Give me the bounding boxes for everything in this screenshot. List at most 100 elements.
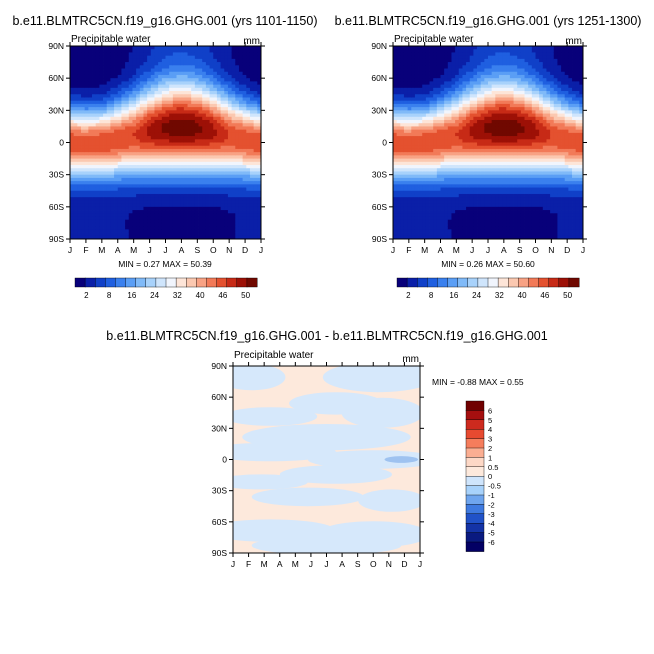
heatmap-cell xyxy=(147,177,152,182)
heatmap-cell xyxy=(202,142,207,147)
heatmap-cell xyxy=(180,219,185,224)
heatmap-cell xyxy=(191,200,196,205)
heatmap-cell xyxy=(473,136,478,140)
heatmap-cell xyxy=(249,219,255,224)
heatmap-cell xyxy=(393,78,398,82)
heatmap-cell xyxy=(73,58,78,63)
heatmap-cell xyxy=(422,71,427,76)
heatmap-cell xyxy=(473,123,478,127)
heatmap-cell xyxy=(429,52,434,57)
heatmap-cell xyxy=(180,165,185,169)
heatmap-cell xyxy=(224,81,229,85)
heatmap-cell xyxy=(227,235,233,239)
heatmap-cell xyxy=(84,126,89,131)
heatmap-cell xyxy=(436,113,441,118)
heatmap-cell xyxy=(202,110,207,114)
heatmap-cell xyxy=(414,91,419,95)
heatmap-cell xyxy=(242,81,247,85)
heatmap-cell xyxy=(469,177,474,182)
heatmap-cell xyxy=(488,126,493,131)
heatmap-cell xyxy=(165,200,170,205)
heatmap-cell xyxy=(128,87,133,92)
heatmap-cell xyxy=(117,232,122,237)
heatmap-cell xyxy=(418,213,423,217)
heatmap-cell xyxy=(77,113,82,118)
heatmap-cell xyxy=(121,103,126,108)
heatmap-cell xyxy=(227,58,233,63)
heatmap-cell xyxy=(216,145,221,150)
heatmap-cell xyxy=(103,206,108,211)
heatmap-cell xyxy=(216,210,221,214)
heatmap-cell xyxy=(161,168,166,172)
heatmap-cell xyxy=(198,187,203,192)
heatmap-cell xyxy=(393,177,398,182)
heatmap-cell xyxy=(231,193,236,198)
heatmap-cell xyxy=(132,152,137,156)
heatmap-cell xyxy=(469,145,474,150)
heatmap-cell xyxy=(451,152,456,156)
heatmap-cell xyxy=(132,181,137,185)
heatmap-cell xyxy=(458,203,463,208)
heatmap-cell xyxy=(440,213,445,217)
heatmap-cell xyxy=(117,148,122,153)
heatmap-cell xyxy=(194,177,199,182)
heatmap-cell xyxy=(418,81,423,85)
heatmap-cell xyxy=(172,139,177,143)
heatmap-cell xyxy=(99,193,104,198)
heatmap-cell xyxy=(136,213,141,217)
heatmap-cell xyxy=(440,187,445,192)
heatmap-cell xyxy=(143,103,148,108)
heatmap-cell xyxy=(187,174,192,179)
heatmap-cell xyxy=(407,158,412,163)
heatmap-cell xyxy=(103,65,108,69)
heatmap-cell xyxy=(235,52,240,57)
heatmap-cell xyxy=(132,226,137,230)
heatmap-cell xyxy=(436,226,441,230)
heatmap-cell xyxy=(132,123,137,127)
heatmap-cell xyxy=(411,110,416,114)
heatmap-cell xyxy=(473,161,478,166)
heatmap-cell xyxy=(176,155,181,159)
heatmap-cell xyxy=(396,206,401,211)
heatmap-cell xyxy=(187,235,192,239)
heatmap-cell xyxy=(411,62,416,66)
heatmap-cell xyxy=(235,168,240,172)
heatmap-cell xyxy=(249,71,255,76)
heatmap-cell xyxy=(103,119,108,124)
heatmap-cell xyxy=(447,113,452,118)
heatmap-cell xyxy=(458,200,463,205)
heatmap-cell xyxy=(117,235,122,239)
heatmap-cell xyxy=(469,216,474,221)
heatmap-cell xyxy=(194,235,199,239)
heatmap-cell xyxy=(128,71,133,76)
heatmap-cell xyxy=(106,84,111,89)
heatmap-cell xyxy=(488,148,493,153)
heatmap-cell xyxy=(205,193,210,198)
heatmap-cell xyxy=(169,235,174,239)
heatmap-cell xyxy=(444,152,449,156)
heatmap-cell xyxy=(117,229,122,233)
heatmap-cell xyxy=(220,219,225,224)
heatmap-cell xyxy=(477,222,482,227)
heatmap-cell xyxy=(150,68,155,73)
heatmap-cell xyxy=(198,62,203,66)
heatmap-cell xyxy=(121,123,126,127)
heatmap-cell xyxy=(396,74,401,79)
heatmap-cell xyxy=(480,71,485,76)
heatmap-cell xyxy=(136,65,141,69)
heatmap-cell xyxy=(128,55,133,60)
heatmap-cell xyxy=(473,203,478,208)
heatmap-cell xyxy=(220,87,225,92)
heatmap-cell xyxy=(205,97,210,102)
heatmap-cell xyxy=(491,78,496,82)
heatmap-cell xyxy=(103,136,108,140)
heatmap-cell xyxy=(150,139,155,143)
heatmap-cell xyxy=(455,206,460,211)
heatmap-cell xyxy=(81,213,86,217)
heatmap-cell xyxy=(425,119,430,124)
heatmap-cell xyxy=(469,100,474,105)
heatmap-cell xyxy=(414,168,419,172)
heatmap-cell xyxy=(488,213,493,217)
heatmap-cell xyxy=(231,190,236,195)
heatmap-cell xyxy=(117,200,122,205)
